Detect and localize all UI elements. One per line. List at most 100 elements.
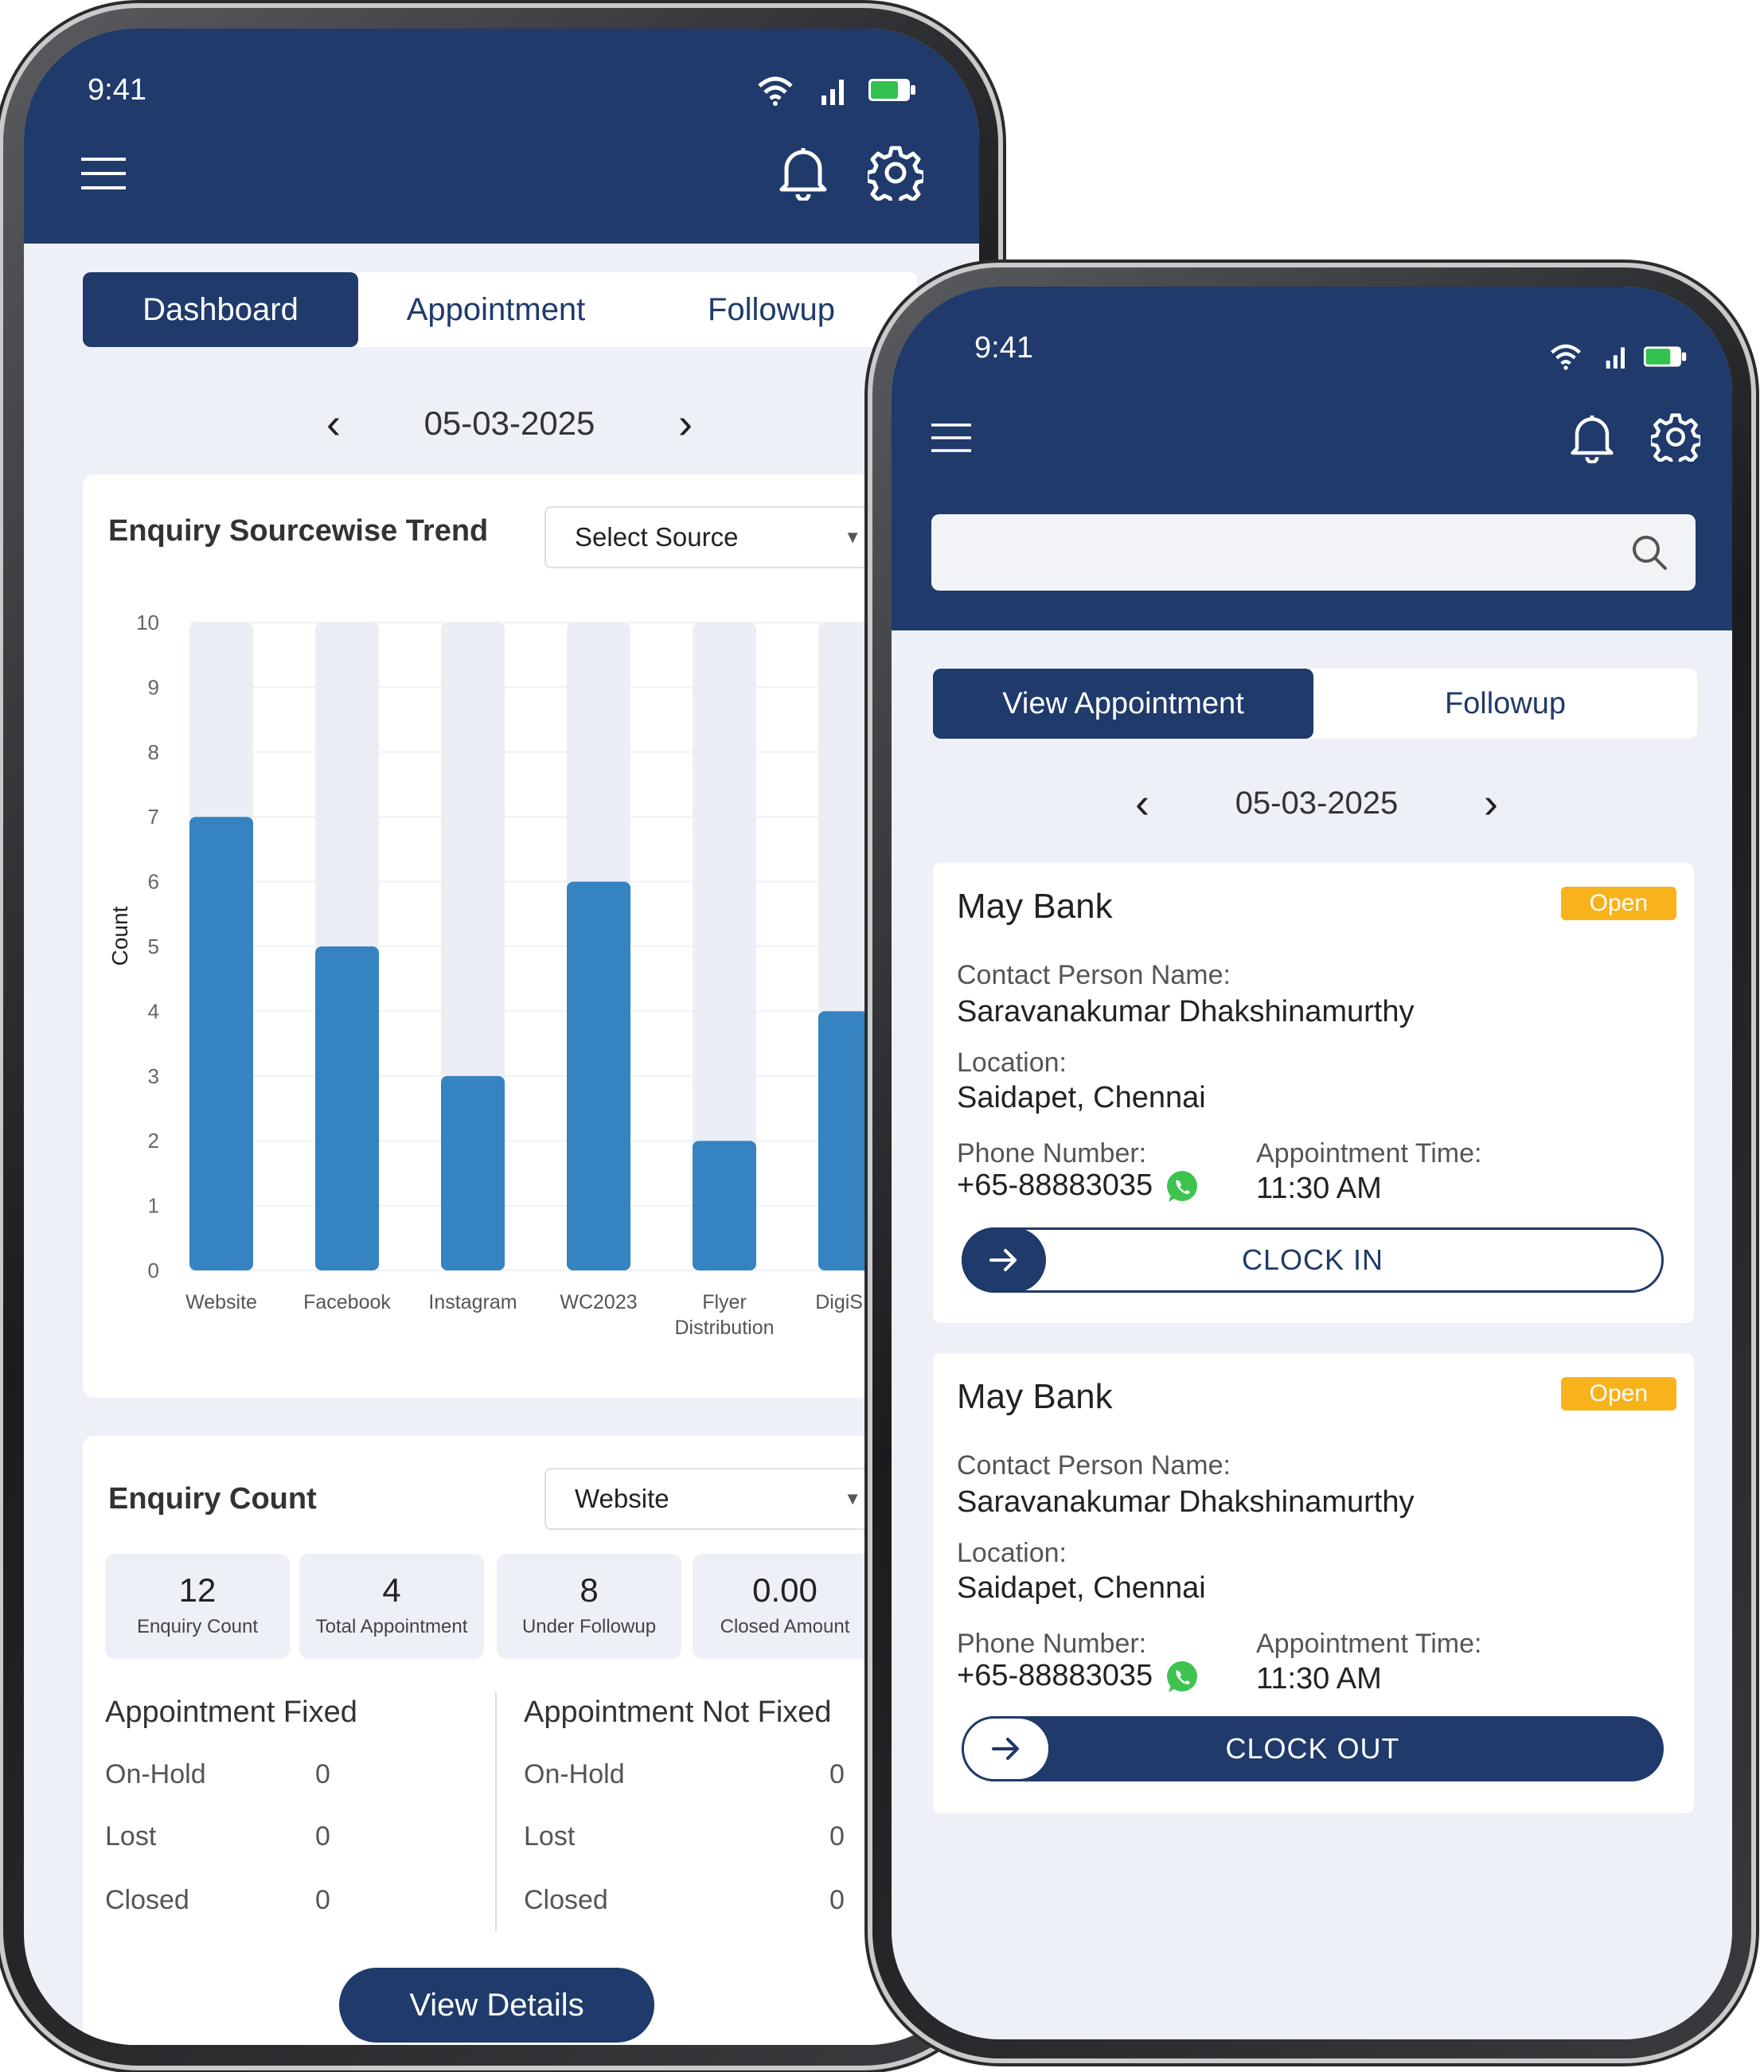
phone-value[interactable]: +65-88883035 <box>957 1659 1153 1692</box>
stat-label: Enquiry Count <box>136 1616 259 1637</box>
signal-icon <box>822 80 844 105</box>
bell-icon[interactable] <box>779 145 828 201</box>
contact-value: Saravanakumar Dhakshinamurthy <box>957 1485 1415 1519</box>
y-tick-label: 8 <box>148 740 159 764</box>
tab-view-appointment[interactable]: View Appointment <box>933 669 1313 739</box>
appointment-time-value: 11:30 AM <box>1256 1172 1382 1205</box>
tab-followup[interactable]: Followup <box>707 291 836 327</box>
y-tick-label: 6 <box>148 870 159 894</box>
left-phone-frame: 9:41 <box>3 8 998 2066</box>
x-tick-label: Facebook <box>303 1291 391 1313</box>
menu-icon[interactable] <box>81 156 126 191</box>
not-fixed-closed-value: 0 <box>829 1885 845 1915</box>
right-date-nav: ‹ 05-03-2025 › <box>1135 775 1498 831</box>
fixed-onhold-value: 0 <box>315 1759 330 1789</box>
left-tabbar: Dashboard Appointment Followup <box>83 272 917 347</box>
location-value: Saidapet, Chennai <box>957 1571 1206 1605</box>
appointment-card[interactable]: May Bank Open Contact Person Name: Sarav… <box>933 863 1694 1323</box>
gear-icon[interactable] <box>1651 412 1700 462</box>
prev-date-icon[interactable]: ‹ <box>1135 779 1149 827</box>
phone-label: Phone Number: <box>957 1138 1147 1169</box>
count-select[interactable]: Website ▼ <box>544 1468 879 1530</box>
tab-followup[interactable]: Followup <box>1444 686 1567 720</box>
clock-in-label: CLOCK IN <box>1241 1243 1384 1276</box>
contact-value: Saravanakumar Dhakshinamurthy <box>957 995 1415 1028</box>
fixed-lost-value: 0 <box>315 1821 330 1852</box>
whatsapp-icon[interactable] <box>1164 1659 1200 1695</box>
y-tick-label: 5 <box>148 935 159 958</box>
x-tick-label: Flyer <box>702 1291 747 1313</box>
bell-icon[interactable] <box>1570 412 1614 463</box>
right-phone-frame: 9:41 <box>872 267 1751 2058</box>
tab-dashboard[interactable]: Dashboard <box>83 272 358 347</box>
y-tick-label: 10 <box>136 611 159 634</box>
right-phone-screen: 9:41 <box>892 287 1732 2039</box>
fixed-lost-label: Lost <box>105 1821 157 1852</box>
clock-in-button[interactable]: CLOCK IN <box>962 1227 1664 1293</box>
bar <box>567 881 630 1270</box>
x-tick-label: Website <box>185 1291 257 1313</box>
not-fixed-onhold-value: 0 <box>829 1759 845 1789</box>
prev-date-icon[interactable]: ‹ <box>326 400 341 447</box>
status-time: 9:41 <box>974 331 1033 365</box>
stat-under-followup: 8 Under Followup <box>497 1554 681 1659</box>
fixed-onhold-label: On-Hold <box>105 1759 206 1789</box>
stat-enquiry-count: 12 Enquiry Count <box>105 1554 290 1659</box>
x-axis-label: Enquiry Source <box>441 1349 593 1350</box>
gear-icon[interactable] <box>868 145 923 201</box>
arrow-right-icon <box>962 1716 1051 1781</box>
stat-value: 4 <box>382 1571 401 1609</box>
status-time: 9:41 <box>88 73 146 107</box>
location-value: Saidapet, Chennai <box>957 1081 1206 1114</box>
status-badge: Open <box>1560 1377 1676 1411</box>
date-label: 05-03-2025 <box>423 404 595 442</box>
not-fixed-lost-label: Lost <box>524 1821 576 1852</box>
stat-label: Closed Amount <box>720 1616 850 1637</box>
appointment-card[interactable]: May Bank Open Contact Person Name: Sarav… <box>933 1353 1694 1813</box>
not-fixed-title: Appointment Not Fixed <box>524 1695 832 1729</box>
clock-out-button[interactable]: CLOCK OUT <box>962 1716 1664 1781</box>
not-fixed-onhold-label: On-Hold <box>524 1759 625 1789</box>
y-axis-label: Count <box>107 906 132 966</box>
search-input[interactable] <box>931 514 1696 591</box>
phone-value[interactable]: +65-88883035 <box>957 1169 1153 1202</box>
company-name: May Bank <box>957 887 1113 926</box>
whatsapp-icon[interactable] <box>1164 1169 1200 1205</box>
x-tick-label: Distribution <box>674 1317 774 1339</box>
source-select[interactable]: Select Source ▼ <box>544 506 879 568</box>
left-date-nav: ‹ 05-03-2025 › <box>326 395 693 452</box>
location-label: Location: <box>957 1048 1067 1078</box>
source-select-value: Select Source <box>575 522 739 552</box>
appointment-time-value: 11:30 AM <box>1256 1662 1382 1695</box>
clock-out-label: CLOCK OUT <box>1225 1732 1400 1765</box>
menu-icon[interactable] <box>931 422 971 454</box>
tab-appointment[interactable]: Appointment <box>406 291 586 327</box>
fixed-title: Appointment Fixed <box>105 1695 357 1729</box>
battery-icon <box>1643 346 1687 367</box>
battery-icon <box>868 79 915 101</box>
next-date-icon[interactable]: › <box>1484 779 1498 827</box>
y-tick-label: 0 <box>148 1258 159 1282</box>
wifi-icon <box>758 76 793 106</box>
trend-card: Enquiry Sourcewise Trend Select Source ▼… <box>83 474 958 1398</box>
bar <box>441 1075 505 1270</box>
bar-track <box>693 622 756 1270</box>
contact-label: Contact Person Name: <box>957 960 1231 990</box>
stat-label: Under Followup <box>521 1616 657 1637</box>
stat-total-appointment: 4 Total Appointment <box>299 1554 484 1659</box>
search-icon[interactable] <box>1630 533 1668 572</box>
phone-label: Phone Number: <box>957 1629 1147 1659</box>
right-tabbar: View Appointment Followup <box>933 669 1697 739</box>
right-header: 9:41 <box>892 287 1732 630</box>
next-date-icon[interactable]: › <box>678 400 693 447</box>
bar <box>693 1141 756 1270</box>
view-details-button[interactable]: View Details <box>339 1968 654 2043</box>
fixed-closed-label: Closed <box>105 1885 189 1915</box>
not-fixed-lost-value: 0 <box>829 1821 845 1852</box>
appointment-time-label: Appointment Time: <box>1256 1138 1482 1169</box>
y-tick-label: 3 <box>148 1064 159 1088</box>
y-tick-label: 9 <box>148 675 159 699</box>
stat-value: 12 <box>178 1571 217 1609</box>
contact-label: Contact Person Name: <box>957 1450 1231 1481</box>
fixed-closed-value: 0 <box>315 1885 330 1915</box>
